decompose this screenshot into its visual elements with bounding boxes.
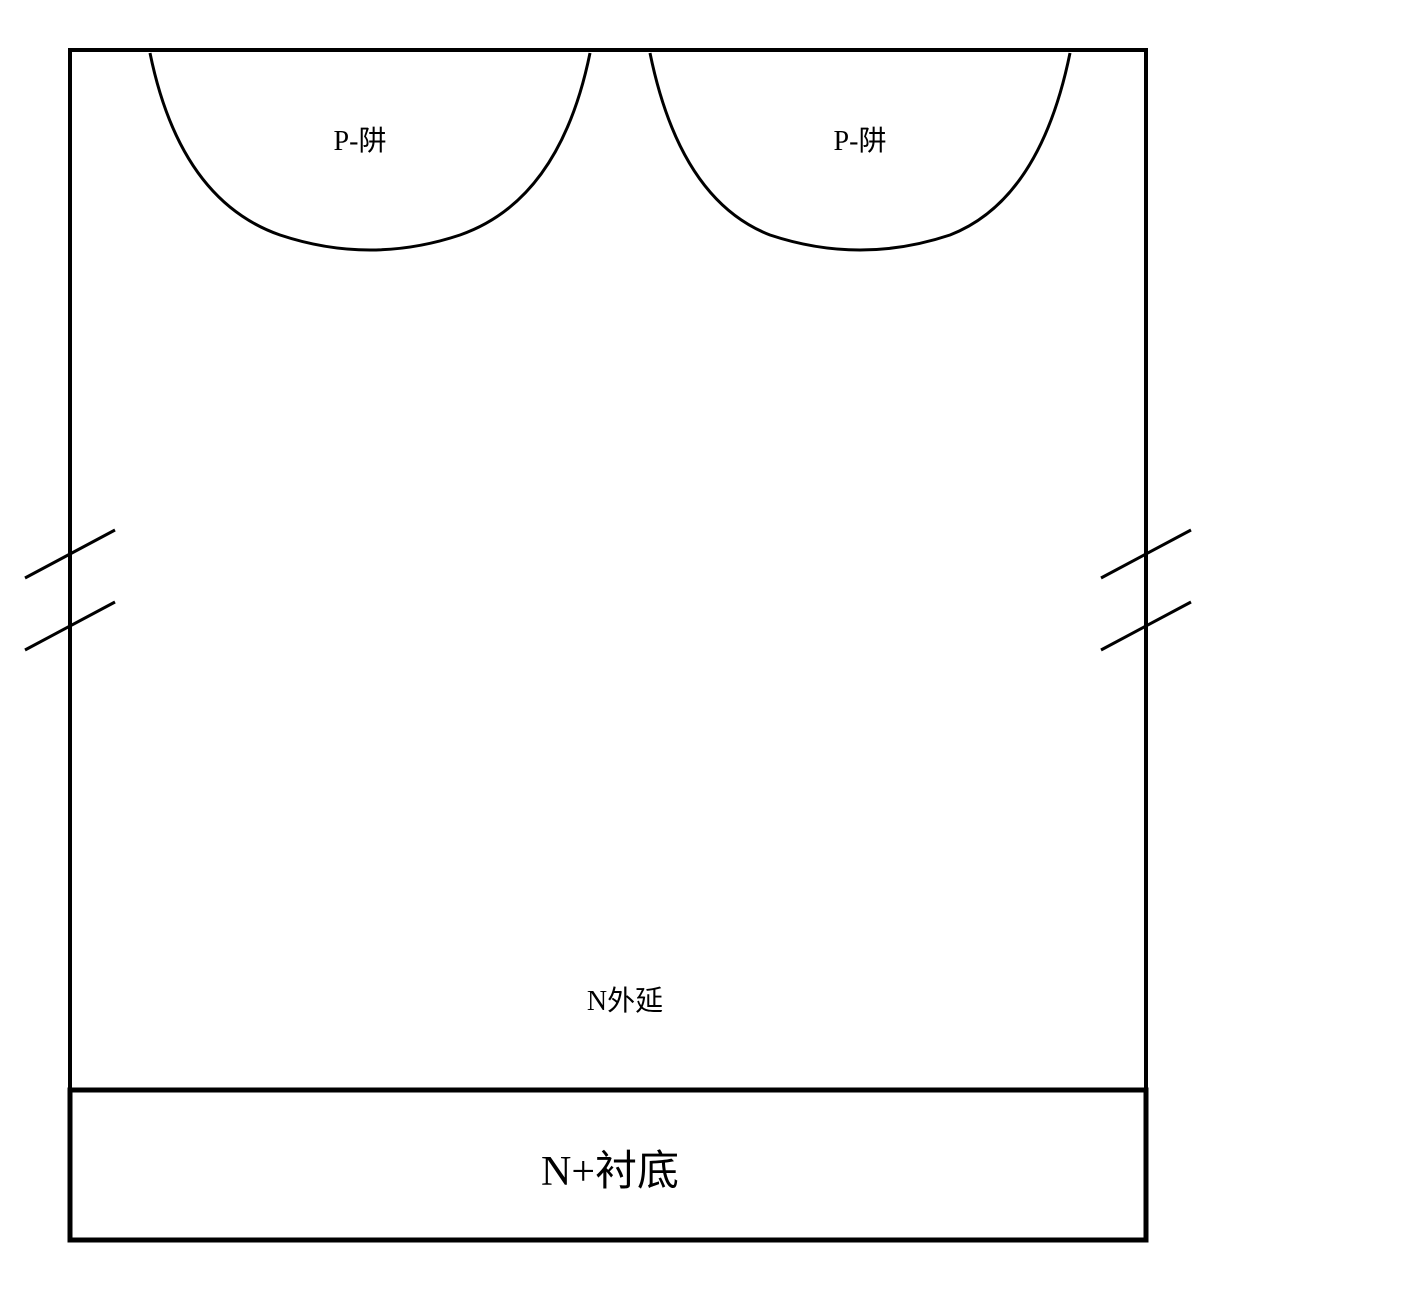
n-substrate-label: N+衬底 — [541, 1149, 679, 1195]
epi-region-rect — [70, 50, 1146, 1090]
pwell-right-label: P-阱 — [834, 125, 887, 157]
semiconductor-cross-section: P-阱 P-阱 N外延 N+衬底 — [70, 50, 1146, 1240]
n-epi-label: N外延 — [587, 985, 663, 1017]
pwell-left-label: P-阱 — [334, 125, 387, 157]
diagram-svg: P-阱 P-阱 N外延 N+衬底 — [70, 50, 1146, 1240]
